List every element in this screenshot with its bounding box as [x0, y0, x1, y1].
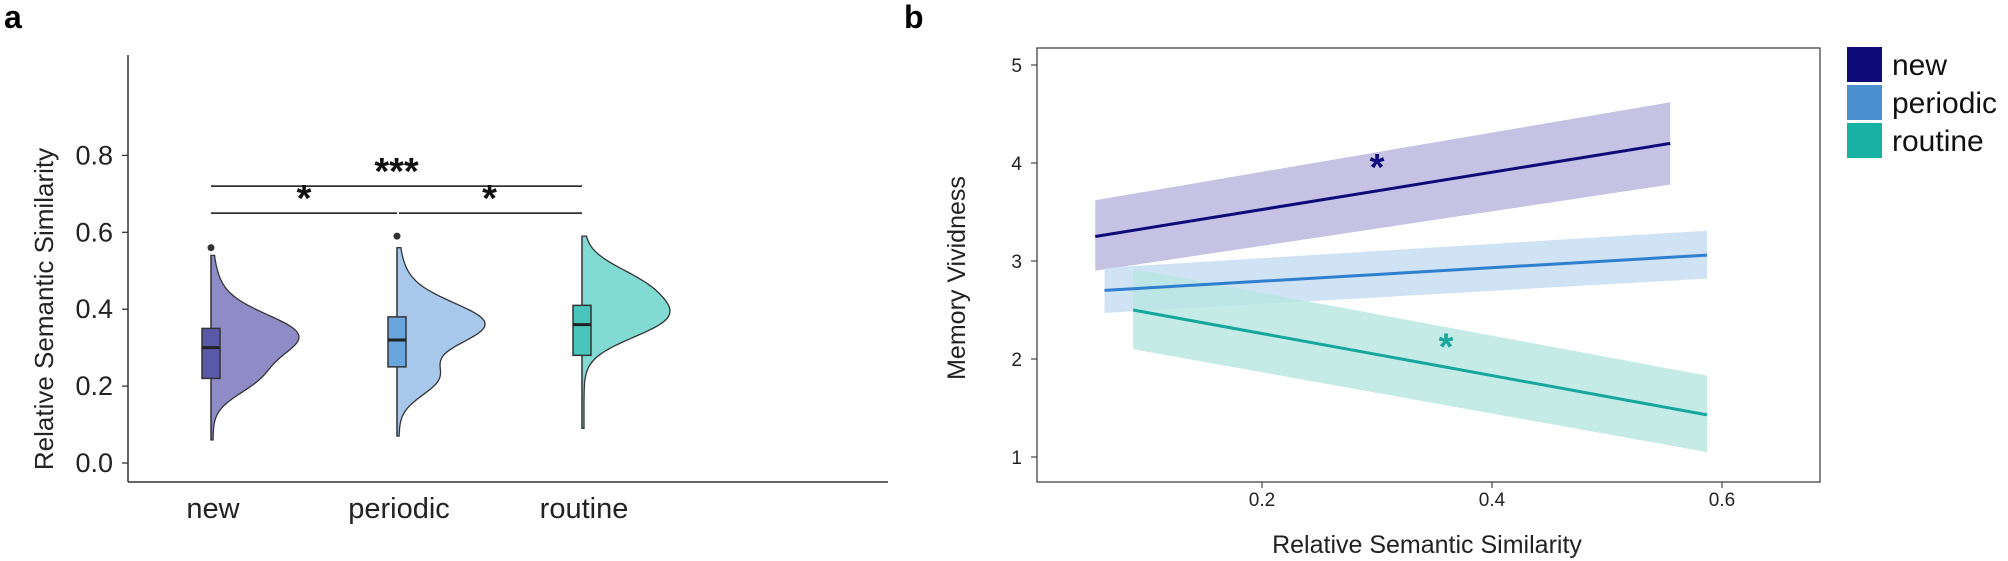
a-y-axis-label: Relative Semantic Similarity — [29, 148, 59, 470]
regression-line-new — [1095, 141, 1671, 238]
violin-routine — [581, 235, 671, 430]
ci-band-new — [1095, 102, 1671, 271]
b-y-tick-label: 5 — [1011, 56, 1022, 77]
x-category-label-periodic: periodic — [348, 493, 450, 525]
panel-b-line-chart: Relative Semantic Similarity Memory Vivi… — [943, 47, 1821, 559]
legend-swatch-routine — [1847, 123, 1882, 158]
box-periodic — [387, 316, 407, 368]
b-x-tick-label: 0.4 — [1479, 490, 1506, 511]
b-y-tick-label: 3 — [1011, 252, 1022, 273]
box-new — [201, 327, 221, 380]
panel-label-a: a — [4, 0, 22, 35]
a-y-tick-label: 0.6 — [75, 217, 113, 247]
significance-star-new: * — [1370, 147, 1385, 189]
regression-line-periodic — [1104, 253, 1708, 292]
a-y-tick-label: 0.4 — [75, 294, 113, 324]
legend-label-periodic: periodic — [1892, 87, 1997, 120]
b-y-tick-label: 1 — [1011, 448, 1022, 469]
sig-label-new-routine: *** — [374, 151, 419, 193]
b-x-axis-label: Relative Semantic Similarity — [1272, 531, 1582, 559]
box-routine — [572, 304, 592, 357]
legend-label-new: new — [1892, 49, 1947, 82]
a-y-tick-label: 0.0 — [75, 448, 113, 478]
panel-a-violin-chart: Relative Semantic Similarity 0.0 0.2 0.4 0.… — [29, 55, 888, 525]
panel-label-b: b — [904, 0, 924, 35]
legend: new periodic routine — [1847, 47, 1997, 158]
outlier-new — [207, 244, 215, 252]
significance-star-routine: * — [1439, 326, 1454, 368]
a-y-tick-label: 0.8 — [75, 140, 113, 170]
x-category-label-new: new — [186, 493, 240, 525]
b-x-tick-label: 0.6 — [1709, 490, 1735, 511]
sig-label-new-periodic: * — [297, 178, 312, 220]
sig-label-periodic-routine: * — [482, 178, 497, 220]
legend-swatch-new — [1847, 47, 1882, 82]
b-plot-frame — [1036, 47, 1821, 483]
legend-label-routine: routine — [1892, 125, 1984, 158]
violin-new — [210, 254, 300, 441]
b-x-tick-label: 0.2 — [1249, 490, 1275, 511]
a-y-tick-label: 0.2 — [75, 371, 113, 401]
x-category-label-routine: routine — [540, 493, 629, 525]
b-y-tick-label: 4 — [1011, 154, 1022, 175]
b-y-tick-label: 2 — [1011, 350, 1022, 371]
outlier-periodic — [393, 232, 401, 240]
ci-band-routine — [1133, 268, 1708, 453]
b-y-axis-label: Memory Vividness — [943, 176, 971, 380]
legend-swatch-periodic — [1847, 85, 1882, 120]
regression-line-routine — [1132, 308, 1708, 417]
violin-periodic — [396, 247, 486, 437]
